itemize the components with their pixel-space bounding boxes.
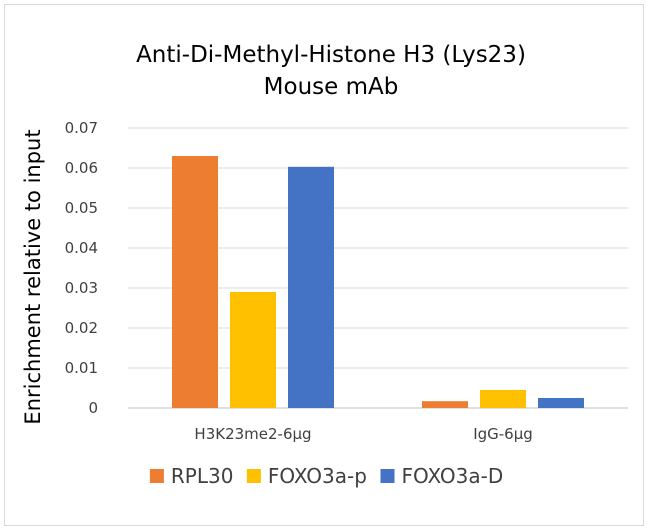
bar-rpl30 [422, 401, 468, 408]
legend-label: FOXO3a-D [402, 464, 504, 488]
bar-foxo3a-d [288, 166, 334, 408]
legend-label: RPL30 [171, 464, 234, 488]
x-category-label: IgG-6µg [473, 425, 533, 443]
x-category-label: H3K23me2-6µg [194, 425, 311, 443]
y-tick-label: 0 [88, 399, 98, 417]
y-tick-label: 0.02 [65, 319, 98, 337]
y-tick-label: 0.06 [65, 159, 98, 177]
bar-foxo3a-p [480, 390, 526, 408]
y-tick-label: 0.05 [65, 199, 98, 217]
legend: RPL30 FOXO3a-p FOXO3a-D [149, 464, 504, 488]
y-tick-label: 0.03 [65, 279, 98, 297]
bars [172, 156, 584, 408]
bar-foxo3a-d [538, 398, 584, 408]
bar-rpl30 [172, 156, 218, 408]
y-tick-label: 0.07 [65, 119, 98, 137]
legend-label: FOXO3a-p [268, 464, 367, 488]
chart-title-line-2: Mouse mAb [264, 74, 399, 100]
y-tick-label: 0.04 [65, 239, 98, 257]
x-axis-categories: H3K23me2-6µg IgG-6µg [194, 425, 532, 443]
legend-swatch [380, 469, 395, 483]
bar-foxo3a-p [230, 292, 276, 408]
chart-title-line-1: Anti-Di-Methyl-Histone H3 (Lys23) [136, 42, 526, 68]
y-axis-ticks: 0 0.01 0.02 0.03 0.04 0.05 0.06 0.07 [65, 119, 98, 417]
legend-swatch [246, 469, 261, 483]
y-axis-title: Enrichment relative to input [21, 129, 45, 424]
legend-swatch [149, 469, 164, 483]
y-tick-label: 0.01 [65, 359, 98, 377]
